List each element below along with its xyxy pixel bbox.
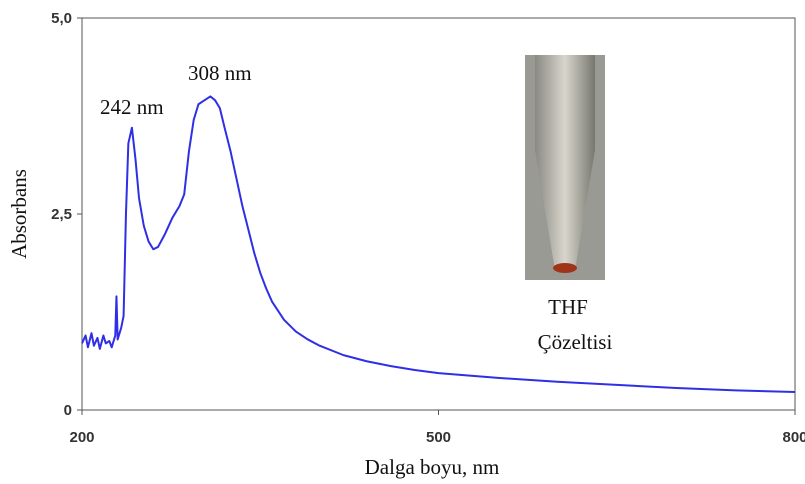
x-tick-label: 500 (426, 429, 451, 446)
caption: Çözeltisi (538, 330, 613, 354)
x-axis-title: Dalga boyu, nm (365, 455, 500, 479)
annotation: 242 nm (100, 95, 164, 119)
cuvette-photo (525, 55, 605, 280)
x-tick-label: 800 (782, 429, 805, 446)
y-axis-title: Absorbans (7, 169, 31, 259)
x-tick-label: 200 (69, 429, 94, 446)
y-tick-label: 5,0 (51, 10, 72, 27)
caption: THF (548, 295, 588, 319)
y-tick-label: 0 (64, 402, 72, 419)
annotation: 308 nm (188, 61, 252, 85)
spectrum-line (81, 95, 796, 393)
y-tick-label: 2,5 (51, 206, 72, 223)
